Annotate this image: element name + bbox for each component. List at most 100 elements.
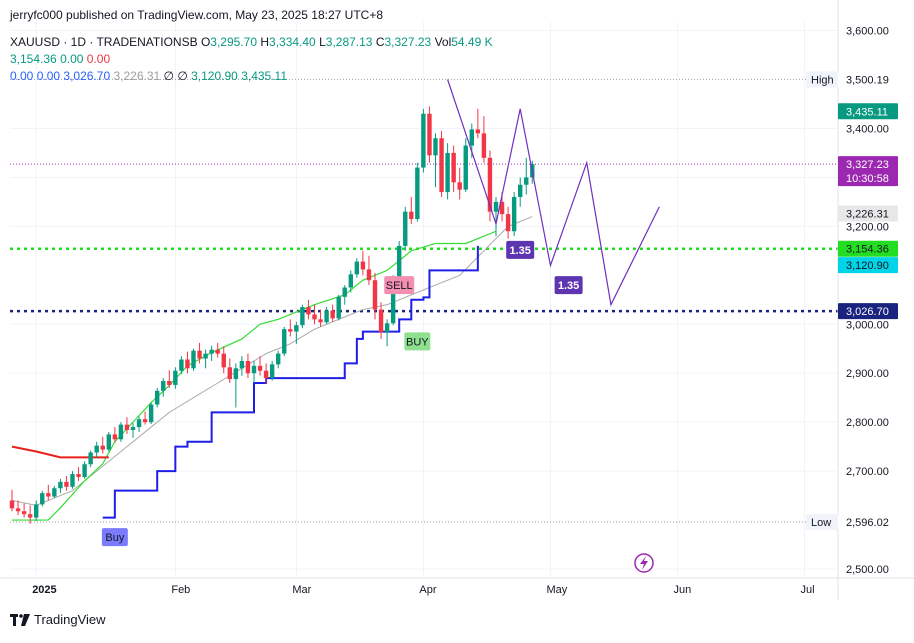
candle-body (9, 500, 15, 509)
candle (215, 342, 220, 358)
candle-body (239, 360, 245, 369)
candle (148, 402, 154, 425)
price-tag: 3,154.36 (838, 240, 898, 257)
candle (155, 387, 160, 408)
candle-body (481, 133, 487, 158)
candle-body (185, 359, 190, 369)
projection-lines (447, 79, 660, 307)
candle-body (493, 201, 499, 212)
candle (330, 304, 335, 322)
candle (227, 358, 232, 383)
price-tag: 2,596.02 Low (806, 513, 898, 530)
candle-body (64, 481, 69, 487)
flash-icon-bolt (640, 556, 648, 570)
candle-body (524, 177, 529, 185)
annotation-text: 1.35 (509, 245, 530, 257)
ohlc-legend: XAUUSD · 1D · TRADENATIONSB O3,295.70 H3… (10, 35, 493, 49)
candle (445, 143, 450, 200)
candle (439, 130, 444, 197)
candle (403, 206, 408, 251)
candle-body (215, 349, 220, 354)
candle-body (46, 493, 51, 497)
candle-body (191, 350, 196, 369)
candle-body (384, 323, 390, 333)
candle-body (82, 464, 87, 477)
candle (64, 475, 69, 491)
y-tick-label: 3,400.00 (846, 123, 889, 135)
price-tag-bg (838, 103, 898, 120)
candle-body (88, 452, 93, 465)
price-tag-bg (838, 156, 898, 187)
price-tag-text: 3,500.19 (846, 74, 889, 86)
brand-label: TradingView (34, 612, 106, 627)
candle (112, 427, 118, 443)
candle-body (433, 138, 438, 156)
candle-body (403, 211, 408, 246)
annotation-ratio: 1.35 (554, 276, 583, 295)
candle (518, 177, 523, 207)
candle (245, 353, 251, 379)
price-tag-text: 3,026.70 (846, 306, 889, 318)
candle (427, 106, 432, 163)
candle (463, 138, 468, 193)
candle-body (324, 310, 329, 323)
candle-body (173, 370, 178, 385)
candle (15, 500, 21, 516)
tradingview-logo-icon (10, 613, 30, 626)
candle (161, 378, 166, 397)
candle (276, 350, 281, 369)
candle (348, 270, 353, 293)
candle (409, 196, 414, 224)
candles (9, 106, 535, 524)
candle (451, 145, 456, 193)
publisher-line: jerryfc000 published on TradingView.com,… (10, 8, 383, 22)
candle-body (390, 280, 396, 324)
candle (34, 500, 39, 522)
price-tag-text: 3,435.11 (846, 106, 888, 118)
candle (251, 360, 257, 383)
candle-body (451, 152, 456, 183)
flash-icon-ring (634, 553, 654, 573)
candle (318, 309, 323, 327)
green-line (12, 230, 497, 521)
candle (336, 294, 341, 321)
candle-body (233, 368, 239, 380)
candle (88, 450, 93, 468)
level-tag-bg (806, 513, 838, 530)
candle (239, 356, 245, 376)
annotation-bg (404, 332, 431, 351)
annotation-buy-blue: Buy (101, 528, 128, 547)
x-tick-label: Apr (419, 584, 436, 596)
y-tick-label: 2,800.00 (846, 417, 889, 429)
price-axis: 2,500.00 2,700.00 2,800.00 2,900.00 3,000.00… (0, 0, 914, 600)
candle (415, 162, 420, 222)
price-tag-bg (838, 303, 898, 320)
candle-body (245, 360, 251, 374)
candle-body (58, 481, 63, 489)
x-tick-label: Feb (171, 584, 190, 596)
candle (173, 367, 178, 389)
time-axis: 2025 Feb Mar Apr May Jun Jul (32, 584, 814, 596)
price-tag-text: 3,327.23 (846, 159, 889, 171)
candle-body (445, 152, 450, 193)
candle (511, 192, 517, 237)
footer-brand[interactable]: TradingView (10, 612, 106, 627)
candle-body (203, 353, 208, 359)
grid (10, 22, 838, 578)
candle (372, 272, 378, 320)
candle-body (40, 493, 45, 505)
candle (487, 150, 493, 222)
candle (493, 196, 499, 237)
candle-body (52, 488, 57, 497)
candle-body (300, 307, 305, 326)
price-tag-bg (838, 240, 898, 257)
x-tick-label: Mar (292, 584, 311, 596)
candle (9, 489, 15, 512)
candle (312, 304, 317, 325)
candle-body (499, 201, 505, 215)
indicator-legend-1: 3,154.36 0.00 0.00 (10, 52, 111, 66)
candle (191, 348, 196, 371)
candle-body (469, 129, 474, 146)
